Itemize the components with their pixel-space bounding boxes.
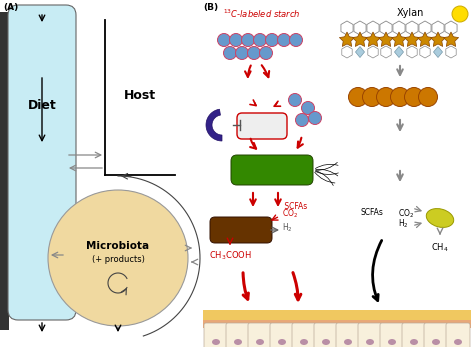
Polygon shape (404, 32, 419, 46)
Polygon shape (342, 46, 352, 58)
Circle shape (419, 87, 438, 107)
Circle shape (301, 102, 315, 115)
Circle shape (290, 34, 302, 46)
FancyBboxPatch shape (231, 155, 313, 185)
Circle shape (254, 34, 266, 46)
FancyBboxPatch shape (336, 323, 360, 347)
Polygon shape (365, 32, 381, 46)
FancyBboxPatch shape (203, 310, 471, 320)
Text: CO$_2$: CO$_2$ (398, 208, 414, 220)
Circle shape (452, 6, 468, 22)
Polygon shape (420, 46, 430, 58)
Text: (B): (B) (203, 3, 218, 12)
Ellipse shape (322, 339, 330, 345)
Circle shape (218, 34, 230, 46)
Text: SCFAs: SCFAs (282, 202, 307, 211)
Polygon shape (406, 21, 418, 35)
Ellipse shape (300, 339, 308, 345)
Polygon shape (392, 32, 407, 46)
Polygon shape (419, 21, 431, 35)
FancyBboxPatch shape (402, 323, 426, 347)
Ellipse shape (256, 339, 264, 345)
FancyBboxPatch shape (358, 323, 382, 347)
Polygon shape (407, 46, 417, 58)
Text: CO$_2$: CO$_2$ (282, 208, 298, 220)
Circle shape (265, 34, 279, 46)
Polygon shape (443, 32, 459, 46)
Polygon shape (445, 21, 457, 35)
FancyBboxPatch shape (0, 12, 9, 330)
Text: (+ products): (+ products) (91, 255, 145, 264)
Circle shape (295, 113, 309, 127)
Circle shape (236, 46, 248, 59)
FancyBboxPatch shape (270, 323, 294, 347)
Polygon shape (356, 46, 365, 58)
Circle shape (363, 87, 382, 107)
Text: H$_2$: H$_2$ (398, 218, 409, 230)
Ellipse shape (48, 190, 188, 326)
Text: CH$_4$: CH$_4$ (431, 242, 449, 254)
Ellipse shape (426, 209, 454, 227)
Circle shape (391, 87, 410, 107)
Text: Host: Host (124, 88, 156, 102)
Polygon shape (381, 46, 391, 58)
FancyBboxPatch shape (248, 323, 272, 347)
Ellipse shape (388, 339, 396, 345)
Text: H$_2$: H$_2$ (282, 222, 293, 234)
Ellipse shape (366, 339, 374, 345)
FancyBboxPatch shape (380, 323, 404, 347)
Polygon shape (380, 21, 392, 35)
FancyBboxPatch shape (292, 323, 316, 347)
Circle shape (241, 34, 255, 46)
Ellipse shape (278, 339, 286, 345)
Polygon shape (368, 46, 378, 58)
Ellipse shape (454, 339, 462, 345)
FancyBboxPatch shape (8, 5, 76, 320)
Polygon shape (432, 21, 444, 35)
Polygon shape (339, 32, 355, 46)
Polygon shape (394, 46, 403, 58)
Polygon shape (434, 46, 443, 58)
FancyBboxPatch shape (446, 323, 470, 347)
Circle shape (224, 46, 237, 59)
Text: Microbiota: Microbiota (86, 241, 150, 251)
Circle shape (404, 87, 423, 107)
Text: (A): (A) (3, 3, 18, 12)
Polygon shape (418, 32, 433, 46)
Ellipse shape (212, 339, 220, 345)
Polygon shape (393, 21, 405, 35)
FancyBboxPatch shape (203, 320, 471, 328)
Ellipse shape (234, 339, 242, 345)
Polygon shape (430, 32, 446, 46)
FancyBboxPatch shape (424, 323, 448, 347)
FancyBboxPatch shape (204, 323, 228, 347)
Polygon shape (378, 32, 393, 46)
Circle shape (259, 46, 273, 59)
Circle shape (309, 111, 321, 125)
FancyBboxPatch shape (226, 323, 250, 347)
Polygon shape (341, 21, 353, 35)
Polygon shape (446, 46, 456, 58)
Text: CH$_3$COOH: CH$_3$COOH (209, 250, 251, 262)
Polygon shape (206, 109, 222, 141)
FancyBboxPatch shape (210, 217, 272, 243)
Text: Xylan: Xylan (396, 8, 424, 18)
Polygon shape (352, 32, 368, 46)
Circle shape (277, 34, 291, 46)
Polygon shape (354, 21, 366, 35)
Ellipse shape (344, 339, 352, 345)
Circle shape (247, 46, 261, 59)
Circle shape (376, 87, 395, 107)
Text: Diet: Diet (27, 99, 56, 111)
Text: $^{13}$C-labeled starch: $^{13}$C-labeled starch (223, 8, 301, 20)
Polygon shape (367, 21, 379, 35)
Ellipse shape (432, 339, 440, 345)
Ellipse shape (410, 339, 418, 345)
FancyBboxPatch shape (314, 323, 338, 347)
Circle shape (348, 87, 367, 107)
Text: SCFAs: SCFAs (361, 208, 383, 217)
FancyBboxPatch shape (237, 113, 287, 139)
Circle shape (229, 34, 243, 46)
Circle shape (289, 93, 301, 107)
